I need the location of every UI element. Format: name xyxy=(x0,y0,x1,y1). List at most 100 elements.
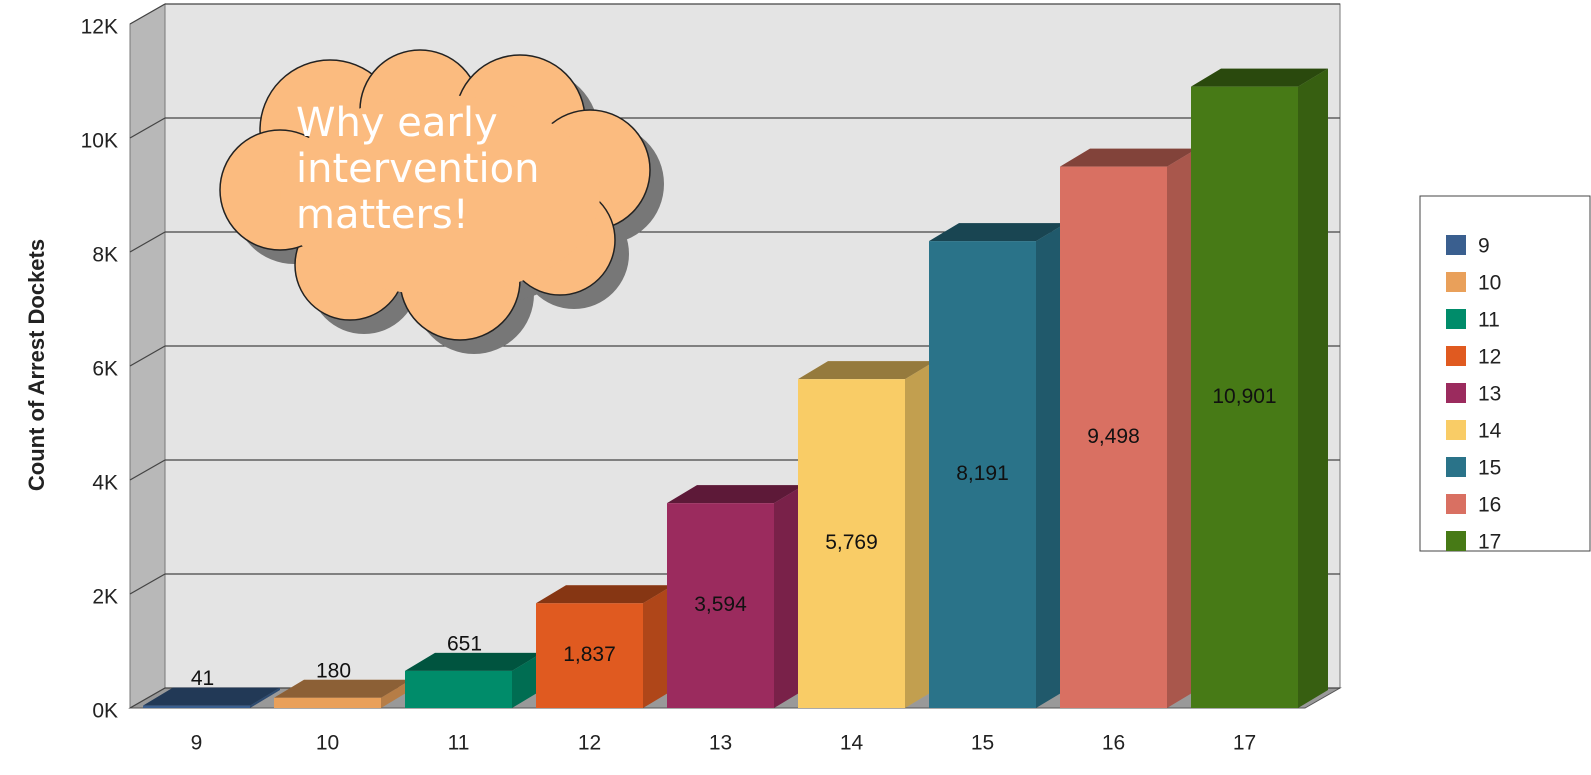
bar-top-shade xyxy=(405,652,542,671)
legend-label: 10 xyxy=(1478,272,1501,295)
value-label: 1,837 xyxy=(563,643,616,666)
legend-swatch xyxy=(1446,383,1466,403)
bar-side-shade xyxy=(250,687,280,708)
legend-label: 17 xyxy=(1478,531,1501,554)
bar-top xyxy=(1060,148,1197,167)
bar-top xyxy=(143,687,280,706)
bars: 41 180 651 1,837 3,594 5,769 8,191 9,498 10,901 xyxy=(143,68,1328,708)
x-tick-label: 12 xyxy=(578,732,601,755)
cloud: Why early intervention matters! xyxy=(219,49,664,354)
bar-top xyxy=(798,361,935,380)
bar-side xyxy=(1298,68,1328,708)
legend-label: 12 xyxy=(1478,346,1501,369)
bar-side xyxy=(381,679,411,708)
y-tick-label: 8K xyxy=(92,244,118,267)
bar-side-shade xyxy=(512,652,542,708)
bar xyxy=(143,705,250,708)
x-tick-label: 9 xyxy=(191,732,203,755)
grid-line-side xyxy=(129,3,166,25)
y-tick-label: 4K xyxy=(92,472,118,495)
x-tick-label: 17 xyxy=(1233,732,1256,755)
bar-top-shade xyxy=(274,679,411,698)
bar-top xyxy=(1191,68,1328,87)
x-tick-label: 14 xyxy=(840,732,864,755)
x-tick-label: 16 xyxy=(1102,732,1125,755)
legend: 9 10 11 12 13 14 15 16 17 xyxy=(1446,235,1502,554)
grid-line-side xyxy=(129,573,166,595)
bar-top xyxy=(405,652,542,671)
grid-line-side xyxy=(129,687,166,709)
legend-box xyxy=(1419,195,1591,552)
bar-side xyxy=(905,361,935,708)
value-label: 651 xyxy=(447,632,482,655)
bar-top-shade xyxy=(798,361,935,380)
legend-label: 15 xyxy=(1478,457,1501,480)
bar-top xyxy=(667,485,804,504)
legend-label: 9 xyxy=(1478,235,1490,258)
y-tick-label: 0K xyxy=(92,700,118,723)
bar xyxy=(667,503,774,708)
bar-side xyxy=(1167,148,1197,708)
bar xyxy=(405,670,512,708)
bar-side-shade xyxy=(774,485,804,708)
grid-line-side xyxy=(129,117,166,139)
grid-line-side xyxy=(129,345,166,367)
legend-swatch xyxy=(1446,457,1466,477)
bar-side xyxy=(512,652,542,708)
value-label: 5,769 xyxy=(825,531,878,554)
bar-top-shade xyxy=(1191,68,1328,87)
legend-swatch xyxy=(1446,494,1466,514)
y-tick-label: 6K xyxy=(92,358,118,381)
y-tick-label: 12K xyxy=(81,16,118,39)
bar-top-shade xyxy=(1060,148,1197,167)
bar-top-shade xyxy=(667,485,804,504)
legend-swatch xyxy=(1446,420,1466,440)
grid-line-side xyxy=(129,231,166,253)
legend-swatch xyxy=(1446,346,1466,366)
bar-side-shade xyxy=(1167,148,1197,708)
bar-top xyxy=(929,223,1066,242)
bar-side-shade xyxy=(381,679,411,708)
bar xyxy=(536,603,643,708)
legend-swatch xyxy=(1446,272,1466,292)
value-label: 41 xyxy=(191,667,214,690)
x-tick-label: 11 xyxy=(448,732,470,755)
grid-line-side xyxy=(129,459,166,481)
bar-side xyxy=(774,485,804,708)
bar-side-shade xyxy=(1298,68,1328,708)
legend-label: 14 xyxy=(1478,420,1502,443)
legend-swatch xyxy=(1446,531,1466,551)
bar-top-shade xyxy=(929,223,1066,242)
bar-side-shade xyxy=(905,361,935,708)
legend-label: 16 xyxy=(1478,494,1501,517)
legend-label: 11 xyxy=(1478,309,1500,332)
x-tick-label: 15 xyxy=(971,732,994,755)
bar-side xyxy=(1036,223,1066,708)
value-label: 3,594 xyxy=(694,593,747,616)
bar xyxy=(929,241,1036,708)
bar-side xyxy=(643,585,673,708)
value-label: 10,901 xyxy=(1212,385,1276,408)
bar-top-shade xyxy=(143,687,280,706)
bar-top-shade xyxy=(536,585,673,604)
legend-label: 13 xyxy=(1478,383,1501,406)
bar-top xyxy=(274,679,411,698)
value-label: 8,191 xyxy=(956,462,1009,485)
x-tick-label: 10 xyxy=(316,732,339,755)
bar-side xyxy=(250,687,280,708)
annotation: Why early intervention matters! xyxy=(296,100,540,238)
bar xyxy=(798,379,905,708)
bar-side-shade xyxy=(1036,223,1066,708)
y-axis-title: Count of Arrest Dockets xyxy=(24,239,49,491)
legend-swatch xyxy=(1446,235,1466,255)
bar xyxy=(1060,166,1167,708)
bar xyxy=(1191,86,1298,708)
legend-swatch xyxy=(1446,309,1466,329)
value-label: 9,498 xyxy=(1087,425,1140,448)
value-label: 180 xyxy=(316,659,351,682)
y-tick-label: 2K xyxy=(92,586,118,609)
bar-side-shade xyxy=(643,585,673,708)
x-tick-label: 13 xyxy=(709,732,732,755)
